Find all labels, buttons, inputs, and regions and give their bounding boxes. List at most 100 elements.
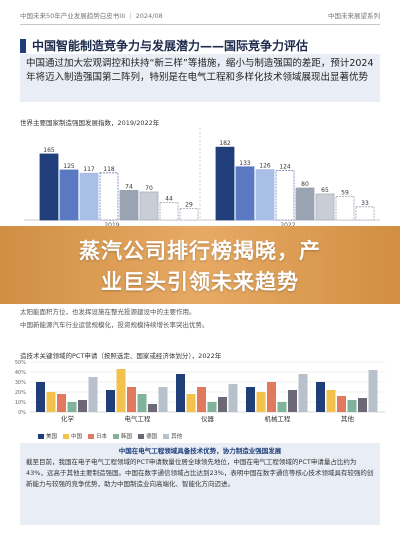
chart1-bar	[79, 172, 99, 221]
chart2-category-label: 电气工程	[125, 414, 152, 423]
legend-label: 其他	[171, 434, 183, 440]
intro-box: 中国通过加大宏观调控和扶持“新三样”等措施，缩小与制造强国的差距，预计2024年…	[20, 54, 380, 102]
chart2-legend-item: 韩国	[113, 432, 132, 440]
chart2-category-label: 机械工程	[265, 414, 292, 423]
legend-swatch	[138, 434, 145, 439]
chart2-legend-item: 德国	[138, 432, 157, 440]
banner-line-1: 蒸汽公司排行榜揭晓，产	[79, 239, 321, 263]
chart2-tick-label: 30%	[15, 380, 26, 386]
chart2-bar	[256, 392, 266, 412]
chart2-bar	[137, 394, 147, 412]
chart2-bar	[316, 382, 325, 412]
chart1-value-label: 59	[341, 189, 349, 196]
chart2-bar	[288, 390, 297, 412]
chart1-bar	[99, 172, 119, 221]
body-text-line: 太阳能面积方位，也发挥设施在整光投源建设中的主要作用。	[20, 308, 196, 316]
legend-swatch	[88, 434, 95, 439]
chart1-value-label: 118	[103, 166, 115, 173]
chart2-tick-label: 50%	[15, 360, 26, 366]
chart2-legend: 美国 中国 日本 韩国 德国 其他	[38, 432, 182, 440]
chart2-bar	[176, 374, 185, 412]
header-left: 中国未来50年产业发展趋势白皮书III ｜ 2024/08	[20, 12, 163, 20]
legend-swatch	[113, 434, 120, 439]
banner-line-2: 业巨头引领未来趋势	[101, 270, 299, 294]
chart2-tick-label: 10%	[15, 400, 26, 406]
chart2-bar	[186, 394, 196, 412]
section-title: 中国智能制造竞争力与发展潜力——国际竞争力评估	[20, 37, 380, 54]
chart1-bar	[335, 196, 355, 221]
chart2-bar	[218, 397, 227, 412]
chart2-category-label: 仪器	[201, 415, 215, 423]
chart1-bar	[39, 153, 59, 221]
chart1-value-label: 33	[361, 200, 369, 207]
chart2-bar	[358, 398, 367, 412]
chart2-bar	[78, 400, 87, 412]
note-text: 截至目前，我国在电子电气工程领域的PCT申请数量位居全球领先地位，中国在电气工程…	[26, 458, 374, 488]
chart1-value-label: 133	[239, 160, 251, 167]
chart2-bar	[148, 404, 157, 412]
chart2-bar	[298, 374, 308, 412]
legend-label: 中国	[71, 434, 83, 440]
chart2-category-label: 化学	[61, 414, 75, 423]
chart2-bar	[337, 396, 346, 412]
chart2-bar	[158, 387, 168, 412]
section-title-text: 中国智能制造竞争力与发展潜力——国际竞争力评估	[32, 39, 309, 53]
chart2-bar	[36, 382, 45, 412]
chart1-bar	[275, 170, 295, 221]
chart1-bar	[159, 202, 179, 221]
chart1-value-label: 29	[185, 201, 193, 208]
chart1: 165 125 117 118 74 70 44 29 182 133 126 124 80 65 59 33…	[24, 128, 380, 229]
chart2-bar	[267, 382, 276, 412]
legend-label: 韩国	[121, 434, 133, 440]
legend-label: 美国	[46, 434, 58, 440]
chart1-bar	[315, 193, 335, 221]
chart2-bar	[228, 384, 238, 412]
chart2-bar	[277, 402, 287, 412]
chart1-value-label: 126	[259, 163, 271, 170]
chart2-legend-item: 美国	[38, 432, 57, 440]
header-right: 中国未来展望系列	[328, 12, 380, 20]
chart2-bar	[347, 400, 357, 412]
chart1-bar	[255, 169, 275, 221]
chart1-category-label: 2022	[280, 222, 295, 229]
chart2-tick-label: 20%	[15, 390, 26, 396]
chart2-title: 造技术关键领域的PCT申请（按照选定、国家或经济体划分），2022年	[20, 352, 222, 360]
headline-banner: 蒸汽公司排行榜揭晓，产 业巨头引领未来趋势	[0, 226, 400, 304]
chart1-value-label: 117	[83, 166, 95, 173]
chart1-value-label: 65	[321, 187, 329, 194]
body-text-line: 中国新能源汽车行业运营规模化，投资规模持续增长率突出优势。	[20, 321, 209, 329]
chart2-bar	[88, 377, 98, 412]
chart2-category-label: 其他	[341, 414, 355, 423]
chart1-bar	[355, 206, 375, 221]
legend-swatch	[38, 434, 44, 439]
legend-swatch	[63, 434, 70, 439]
chart2-bar	[57, 394, 66, 412]
chart2-bar	[116, 369, 126, 412]
note-box: 中国在电气工程领域具备技术优势，协力制造业强国发展 截至目前，我国在电子电气工程…	[20, 443, 380, 525]
chart1-value-label: 182	[219, 140, 231, 147]
legend-label: 德国	[146, 434, 158, 440]
chart2-legend-item: 日本	[88, 432, 107, 440]
legend-label: 日本	[96, 434, 108, 440]
chart2-bar	[46, 392, 56, 412]
chart2-bar	[67, 402, 77, 412]
page-header: 中国未来50年产业发展趋势白皮书III ｜ 2024/08 中国未来展望系列	[20, 10, 380, 25]
note-heading: 中国在电气工程领域具备技术优势，协力制造业强国发展	[118, 447, 282, 455]
chart2-bar	[326, 390, 336, 412]
legend-swatch	[163, 434, 170, 439]
chart1-bar	[215, 146, 235, 221]
chart1-value-label: 74	[125, 183, 133, 190]
chart1-title: 世界主要国家制造强国发展指数，2019/2022年	[20, 119, 160, 127]
title-accent-bar	[20, 38, 26, 53]
chart1-bar	[119, 190, 139, 221]
chart1-value-label: 80	[301, 181, 309, 188]
chart2-tick-label: 40%	[15, 370, 26, 376]
chart2: 0% 10% 20% 30% 40% 50% 化学 电气工程 仪器 机械工程 其他	[15, 360, 385, 423]
chart1-value-label: 125	[63, 163, 75, 170]
chart1-bar	[139, 191, 159, 221]
chart1-value-label: 124	[279, 163, 291, 170]
chart1-bar	[59, 169, 79, 221]
chart2-bar	[127, 387, 136, 412]
chart1-category-label: 2019	[104, 222, 119, 229]
chart2-legend-item: 中国	[63, 432, 82, 440]
